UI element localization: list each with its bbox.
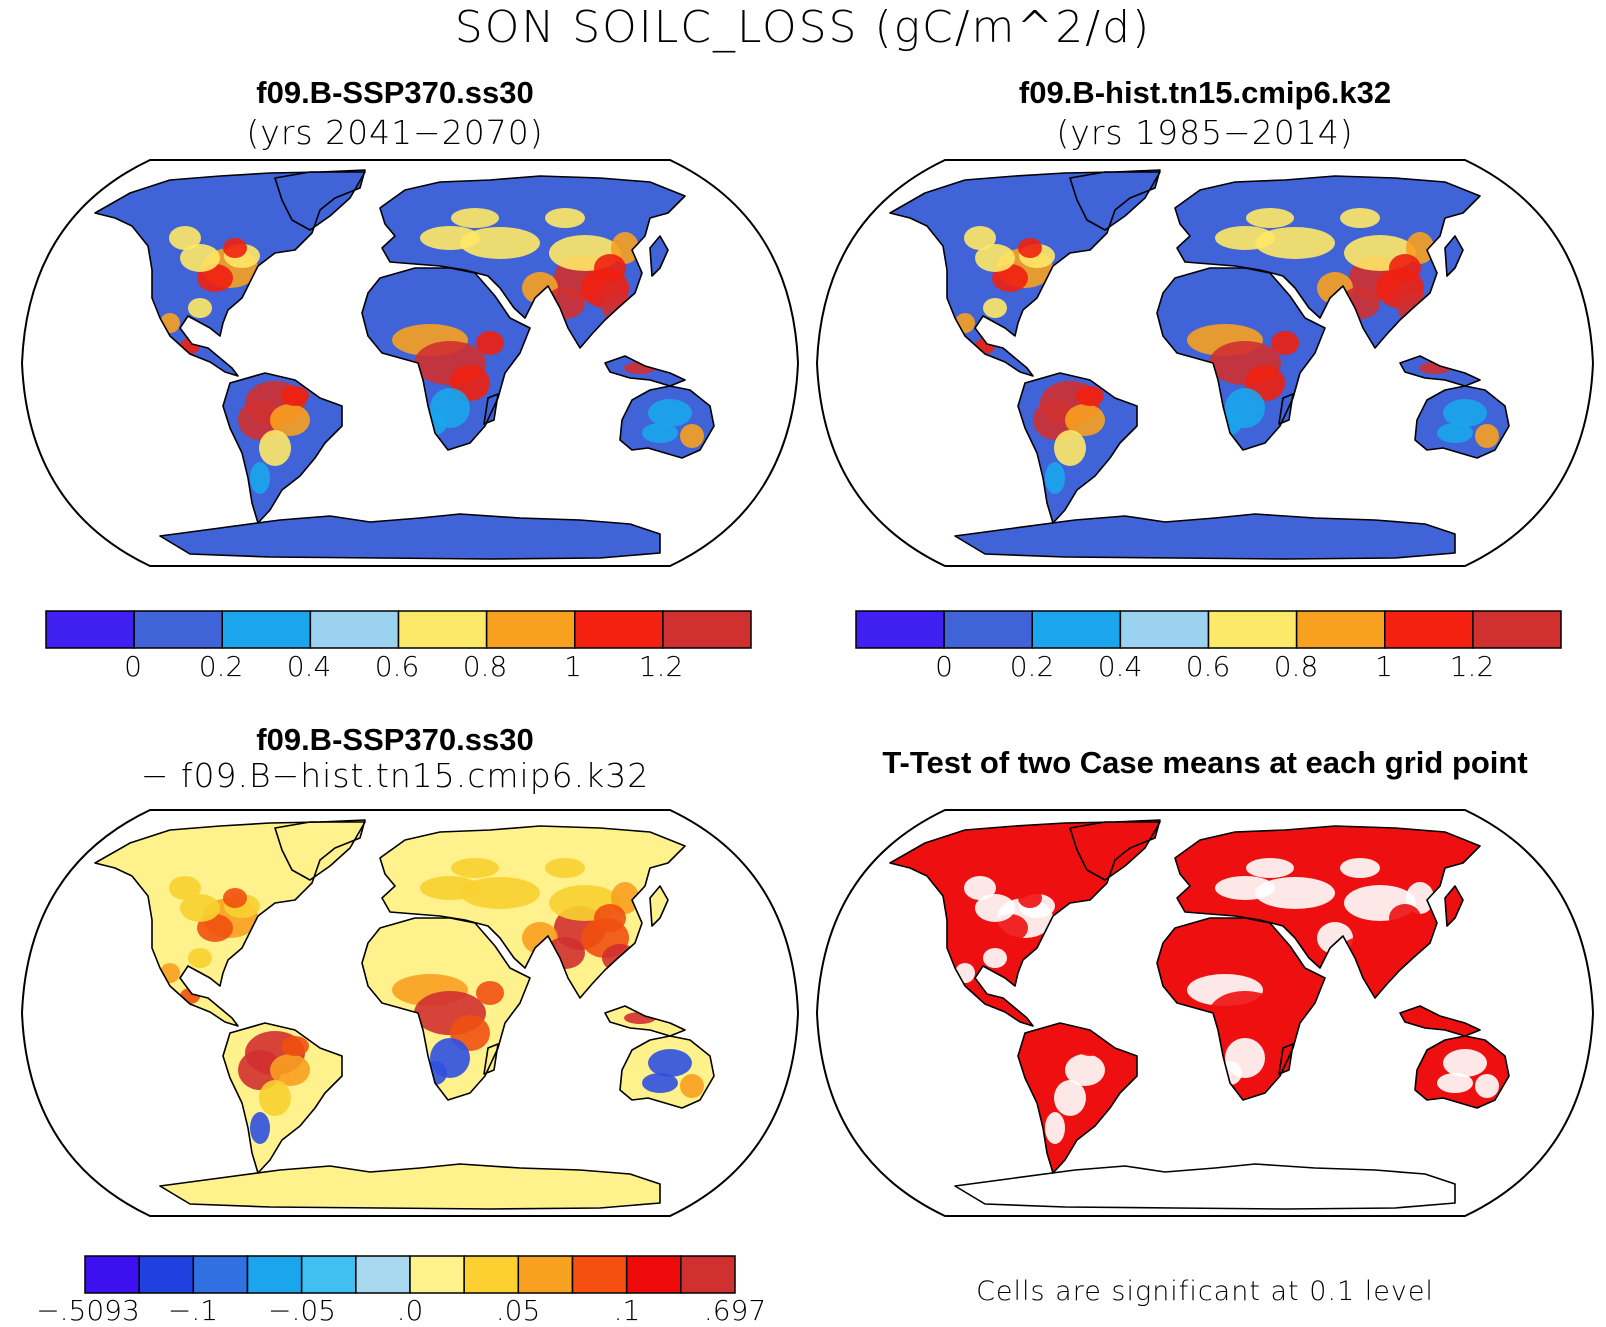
significance-note: Cells are significant at 0.1 level [976,1276,1434,1307]
colorbar-swatch [397,610,488,649]
map-panel-1 [20,159,800,567]
colorbar-swatch [680,1255,736,1294]
panel2-title: f09.B-hist.tn15.cmip6.k32 [1018,75,1392,110]
colorbar-swatch [138,1255,195,1294]
colorbar-swatch [517,1255,574,1294]
panel3-title: f09.B-SSP370.ss30 [256,722,534,757]
colorbar-swatch [855,610,945,649]
colorbar-swatch [662,610,752,649]
colorbar-swatch [1207,610,1298,649]
colorbar-swatch [463,1255,520,1294]
panel3-subtitle: − f09.B−hist.tn15.cmip6.k32 [140,756,650,795]
coastlines [889,169,1510,560]
colorbar-2-tick-label: 0.8 [1273,650,1319,683]
colorbar-1-tick-label: 0.8 [462,650,508,683]
colorbar-swatch [133,610,223,649]
colorbar-3-tick-label: .697 [703,1294,767,1327]
colorbar-swatch [45,610,135,649]
colorbar-3-tick-label: −.05 [268,1294,336,1327]
panel4-title: T-Test of two Case means at each grid po… [882,745,1528,780]
colorbar-1-tick-label: 0 [124,650,142,683]
panel2-subtitle: (yrs 1985−2014) [1056,113,1354,152]
colorbar-swatch [571,1255,628,1294]
panel1-subtitle: (yrs 2041−2070) [246,113,544,152]
colorbar-swatch [300,1255,357,1294]
colorbar-swatch [1472,610,1562,649]
colorbar-3-tick-label: −.5093 [36,1294,140,1327]
colorbar-3-tick-label: −.1 [167,1294,219,1327]
map-panel-2 [815,159,1595,567]
colorbar-3-tick-label: .05 [495,1294,541,1327]
colorbar-2-tick-label: 0.4 [1097,650,1143,683]
coastlines [94,819,715,1210]
colorbar-1-tick-label: 0.2 [198,650,244,683]
colorbar-1-tick-label: 0.6 [374,650,420,683]
map-panel-4 [815,809,1595,1217]
panel1-title: f09.B-SSP370.ss30 [256,75,534,110]
colorbar-2-tick-label: 0.2 [1009,650,1055,683]
colorbar-3-tick-label: .0 [396,1294,424,1327]
colorbar-1-tick-label: 1 [564,650,582,683]
colorbar-1 [45,610,752,649]
colorbar-swatch [355,1255,411,1294]
colorbar-3-tick-label: .1 [613,1294,641,1327]
colorbar-swatch [1119,610,1210,649]
colorbar-2-tick-label: 0 [935,650,953,683]
colorbar-2-tick-label: 0.6 [1185,650,1231,683]
map-panel-3 [20,809,800,1217]
colorbar-swatch [1384,610,1474,649]
colorbar-swatch [409,1255,465,1294]
colorbar-1-tick-label: 0.4 [286,650,332,683]
figure-title: SON SOILC_LOSS (gC/m^2/d) [454,2,1152,53]
colorbar-swatch [1031,610,1122,649]
colorbar-swatch [485,610,576,649]
colorbar-swatch [221,610,312,649]
colorbar-swatch [574,610,664,649]
colorbar-swatch [192,1255,249,1294]
colorbar-2-tick-label: 1.2 [1449,650,1495,683]
coastlines [889,819,1510,1210]
colorbar-swatch [943,610,1033,649]
coastlines [94,169,715,560]
colorbar-swatch [309,610,400,649]
colorbar-2-tick-label: 1 [1375,650,1393,683]
colorbar-1-tick-label: 1.2 [638,650,684,683]
colorbar-swatch [1295,610,1386,649]
colorbar-3 [84,1255,736,1294]
colorbar-swatch [246,1255,303,1294]
colorbar-swatch [84,1255,140,1294]
colorbar-2 [855,610,1562,649]
colorbar-swatch [625,1255,682,1294]
